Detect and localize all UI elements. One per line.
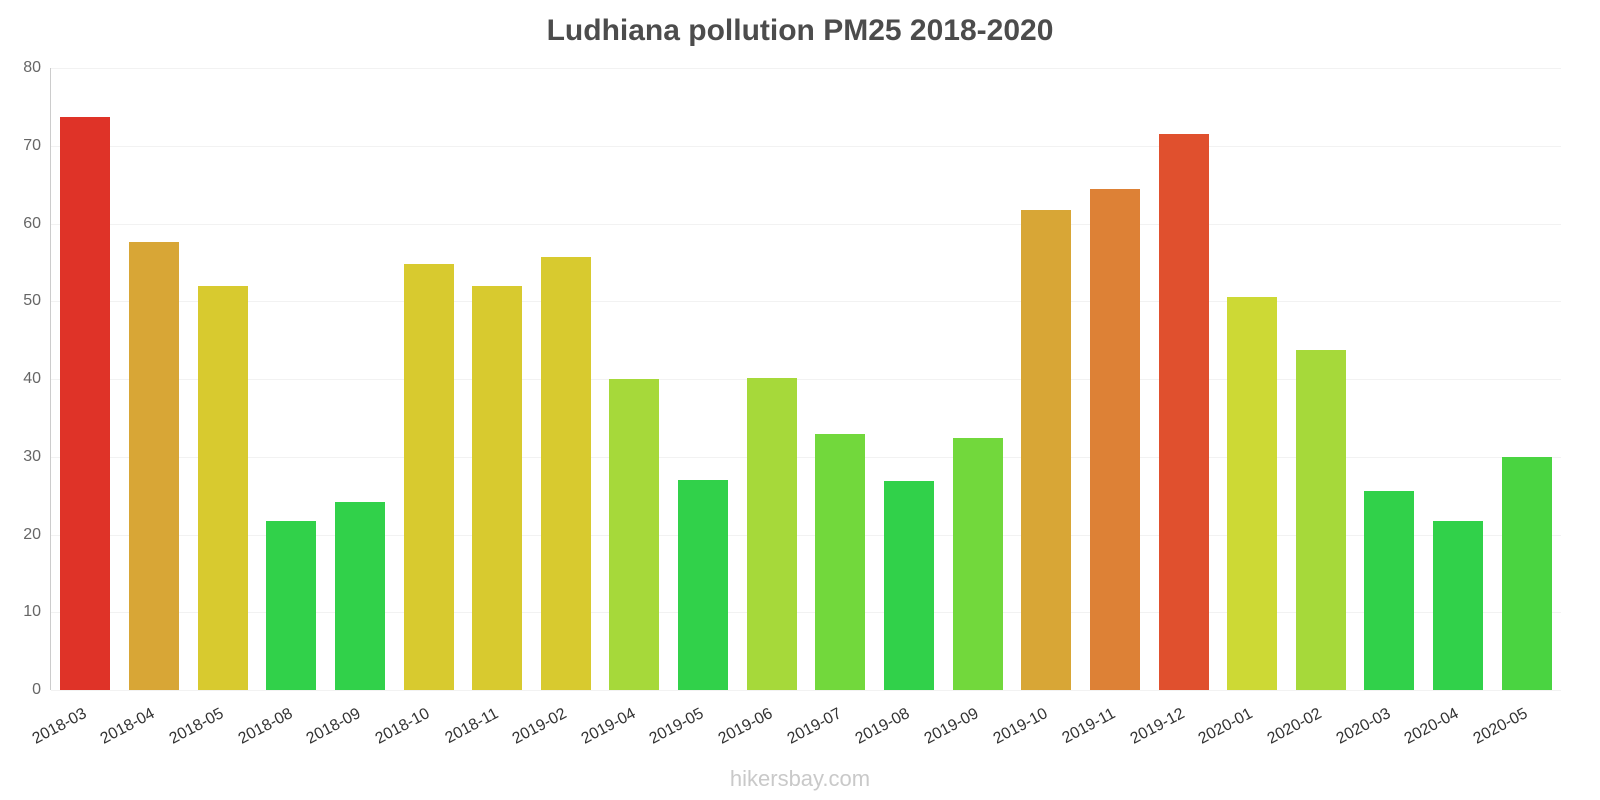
bar[interactable] xyxy=(60,116,111,690)
gridline xyxy=(51,223,1561,225)
x-axis-tick-label: 2019-12 xyxy=(1127,705,1188,748)
bar[interactable] xyxy=(678,480,729,690)
bar[interactable] xyxy=(540,256,591,690)
bar[interactable] xyxy=(128,242,179,690)
y-axis-tick-label: 0 xyxy=(32,681,41,698)
y-axis-tick-label: 20 xyxy=(23,525,41,543)
gridline xyxy=(51,68,1561,69)
plot-area: 0 10 20 30 40 50 60 70 80 2018-03 2018-04 2018-05 20… xyxy=(23,59,1561,748)
bar[interactable] xyxy=(334,501,385,690)
x-axis-tick-label: 2019-10 xyxy=(990,705,1050,748)
x-axis-tick-label: 2019-02 xyxy=(509,705,570,748)
x-axis-tick-label: 2018-04 xyxy=(97,705,158,748)
gridline xyxy=(51,534,1561,536)
y-axis-tick-label: 10 xyxy=(23,603,41,621)
x-axis-tick-label: 2019-06 xyxy=(715,705,776,748)
gridline xyxy=(51,379,1561,380)
gridline xyxy=(51,612,1561,614)
x-axis-tick-label: 2018-10 xyxy=(372,705,433,748)
y-axis-tick-label: 80 xyxy=(23,59,41,76)
gridline xyxy=(51,301,1561,303)
x-axis-tick-label: 2018-03 xyxy=(29,705,90,748)
x-axis-tick-label: 2020-03 xyxy=(1333,705,1394,748)
x-axis-tick-label: 2018-08 xyxy=(235,705,295,748)
y-axis-tick-label: 50 xyxy=(23,292,41,310)
gridline xyxy=(51,456,1561,458)
bar[interactable] xyxy=(1364,490,1415,690)
bar[interactable] xyxy=(266,521,317,690)
bar[interactable] xyxy=(1158,134,1209,690)
gridline xyxy=(51,690,1561,691)
bar[interactable] xyxy=(1501,456,1552,690)
x-axis-tick-label: 2019-08 xyxy=(852,705,913,748)
bar[interactable] xyxy=(1089,189,1140,690)
bar[interactable] xyxy=(472,286,523,690)
bar[interactable] xyxy=(1227,297,1278,690)
x-axis-tick-label: 2020-05 xyxy=(1470,705,1531,748)
y-axis-tick-label: 60 xyxy=(23,214,41,232)
x-axis-tick-label: 2018-05 xyxy=(166,705,227,748)
bar[interactable] xyxy=(609,379,660,690)
bar[interactable] xyxy=(746,378,797,690)
bar[interactable] xyxy=(883,480,934,690)
bar[interactable] xyxy=(815,434,866,690)
x-axis-tick-label: 2019-07 xyxy=(784,705,845,748)
y-axis-tick-label: 30 xyxy=(23,447,41,465)
bar[interactable] xyxy=(197,286,248,690)
bar[interactable] xyxy=(1021,209,1072,690)
y-axis-tick-label: 40 xyxy=(23,370,41,387)
x-axis-tick-label: 2019-04 xyxy=(578,705,639,748)
x-axis-tick-label: 2018-11 xyxy=(442,705,501,748)
x-axis-tick-label: 2018-09 xyxy=(303,705,364,748)
gridline xyxy=(51,145,1561,147)
footer-link[interactable]: hikersbay.com xyxy=(729,766,871,791)
x-axis-tick-label: 2019-11 xyxy=(1059,705,1119,748)
x-axis-tick-label: 2020-02 xyxy=(1264,705,1325,748)
x-axis-tick-label: 2020-04 xyxy=(1401,705,1462,748)
x-axis-tick-label: 2020-01 xyxy=(1196,705,1256,748)
x-axis-tick-label: 2019-09 xyxy=(921,705,982,748)
x-axis-tick-label: 2019-05 xyxy=(646,705,707,748)
chart-title: Ludhiana pollution PM25 2018-2020 xyxy=(546,14,1054,47)
bar[interactable] xyxy=(952,438,1003,690)
y-axis-tick-label: 70 xyxy=(23,136,41,154)
bar[interactable] xyxy=(1295,350,1346,690)
bar[interactable] xyxy=(403,263,454,690)
bar[interactable] xyxy=(1433,521,1484,690)
